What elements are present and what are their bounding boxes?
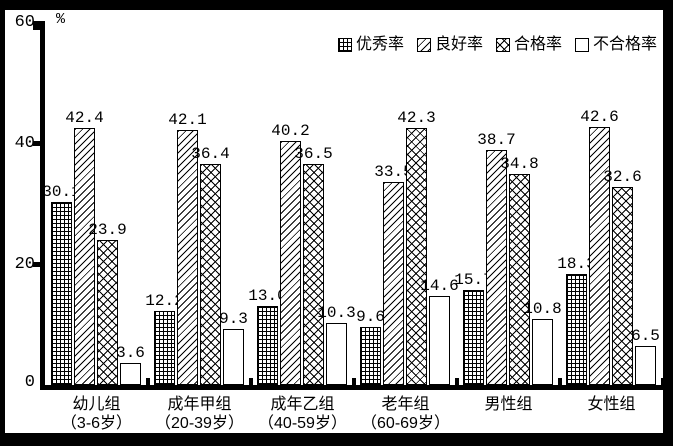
bar-value-label: 9.3 <box>219 310 248 328</box>
legend-label: 合格率 <box>514 36 563 53</box>
x-axis-tick <box>352 378 356 385</box>
x-axis-tick <box>249 378 253 385</box>
bar-value-label: 42.6 <box>580 108 619 126</box>
category-label-老年组: 老年组 （60-69岁） <box>361 396 450 432</box>
bar-良好率-成年乙组 <box>280 141 301 385</box>
category-label-成年乙组: 成年乙组 （40-59岁） <box>258 396 347 432</box>
bar-良好率-成年甲组 <box>177 130 198 385</box>
bar-value-label: 3.6 <box>116 344 145 362</box>
bar-不合格率-成年甲组 <box>223 329 244 385</box>
x-axis-tick <box>455 378 459 385</box>
bar-value-label: 6.5 <box>631 327 660 345</box>
bar-value-label: 42.3 <box>397 109 436 127</box>
bar-value-label: 13.0 <box>248 287 287 305</box>
bar-良好率-幼儿组 <box>74 128 95 385</box>
diag-pattern-swatch-icon <box>417 38 432 52</box>
grid-pattern-swatch-icon <box>338 38 352 52</box>
bar-value-label: 42.4 <box>65 109 104 127</box>
bar-value-label: 42.1 <box>168 111 207 129</box>
bar-优秀率-幼儿组 <box>51 202 72 385</box>
bar-value-label: 14.6 <box>420 277 459 295</box>
category-label-女性组: 女性组 <box>587 396 636 413</box>
bar-value-label: 33.5 <box>374 163 413 181</box>
y-axis-unit-label: % <box>56 11 66 28</box>
cross-pattern-swatch-icon <box>496 38 511 52</box>
bar-良好率-男性组 <box>486 150 507 385</box>
y-axis-top-tick <box>33 21 45 30</box>
bar-优秀率-老年组 <box>360 327 381 385</box>
category-label-成年甲组: 成年甲组 （20-39岁） <box>155 396 244 432</box>
y-tick-label-0: 0 <box>24 373 35 392</box>
legend-label: 优秀率 <box>356 36 405 53</box>
bar-良好率-老年组 <box>383 182 404 385</box>
legend-label: 良好率 <box>435 36 484 53</box>
bar-value-label: 36.5 <box>294 145 333 163</box>
x-axis-tick <box>558 378 562 385</box>
bar-优秀率-女性组 <box>566 274 587 385</box>
bar-value-label: 40.2 <box>271 122 310 140</box>
bar-合格率-老年组 <box>406 128 427 385</box>
bar-不合格率-男性组 <box>532 319 553 385</box>
bar-良好率-女性组 <box>589 127 610 385</box>
y-tick-label-60: 60 <box>14 13 35 32</box>
bar-合格率-女性组 <box>612 187 633 385</box>
plain-pattern-swatch-icon <box>575 38 590 52</box>
legend-item-good-rate: 良好率 <box>417 37 483 53</box>
bar-合格率-男性组 <box>509 174 530 385</box>
y-tick-label-40: 40 <box>14 134 35 153</box>
bar-value-label: 34.8 <box>500 155 539 173</box>
bar-不合格率-老年组 <box>429 296 450 385</box>
x-axis-line <box>40 385 663 390</box>
bar-优秀率-成年甲组 <box>154 311 175 385</box>
x-axis-tick <box>146 378 150 385</box>
category-label-男性组: 男性组 <box>484 396 533 413</box>
category-label-幼儿组: 幼儿组 （3-6岁） <box>60 396 133 432</box>
y-tick-20 <box>33 262 40 267</box>
legend-item-fail-rate: 不合格率 <box>575 37 657 53</box>
bar-优秀率-男性组 <box>463 290 484 385</box>
bar-合格率-幼儿组 <box>97 240 118 385</box>
y-tick-40 <box>33 141 40 146</box>
x-axis-tick <box>661 378 665 385</box>
y-tick-label-20: 20 <box>14 255 35 274</box>
bar-value-label: 36.4 <box>191 145 230 163</box>
chart-legend: 优秀率 良好率 合格率 不合格率 <box>338 37 657 53</box>
bar-value-label: 10.8 <box>523 300 562 318</box>
bar-value-label: 15.7 <box>454 271 493 289</box>
bar-value-label: 38.7 <box>477 131 516 149</box>
bar-value-label: 30.1 <box>42 183 81 201</box>
bar-合格率-成年甲组 <box>200 164 221 385</box>
bar-不合格率-幼儿组 <box>120 363 141 385</box>
bar-value-label: 18.3 <box>557 255 596 273</box>
legend-item-excellent-rate: 优秀率 <box>338 37 404 53</box>
bar-value-label: 23.9 <box>88 221 127 239</box>
bar-合格率-成年乙组 <box>303 164 324 385</box>
bar-value-label: 9.6 <box>356 308 385 326</box>
bar-优秀率-成年乙组 <box>257 306 278 385</box>
bar-value-label: 10.3 <box>317 304 356 322</box>
bar-不合格率-女性组 <box>635 346 656 385</box>
bar-value-label: 12.2 <box>145 292 184 310</box>
legend-item-pass-rate: 合格率 <box>496 37 562 53</box>
y-axis-line <box>40 21 45 390</box>
legend-label: 不合格率 <box>593 36 658 53</box>
chart-canvas: 60 40 20 0 % 优秀率 良好率 合格率 不合格率 30.1 42.4 23.9 3… <box>5 10 665 433</box>
bar-不合格率-成年乙组 <box>326 323 347 385</box>
bar-value-label: 32.6 <box>603 168 642 186</box>
